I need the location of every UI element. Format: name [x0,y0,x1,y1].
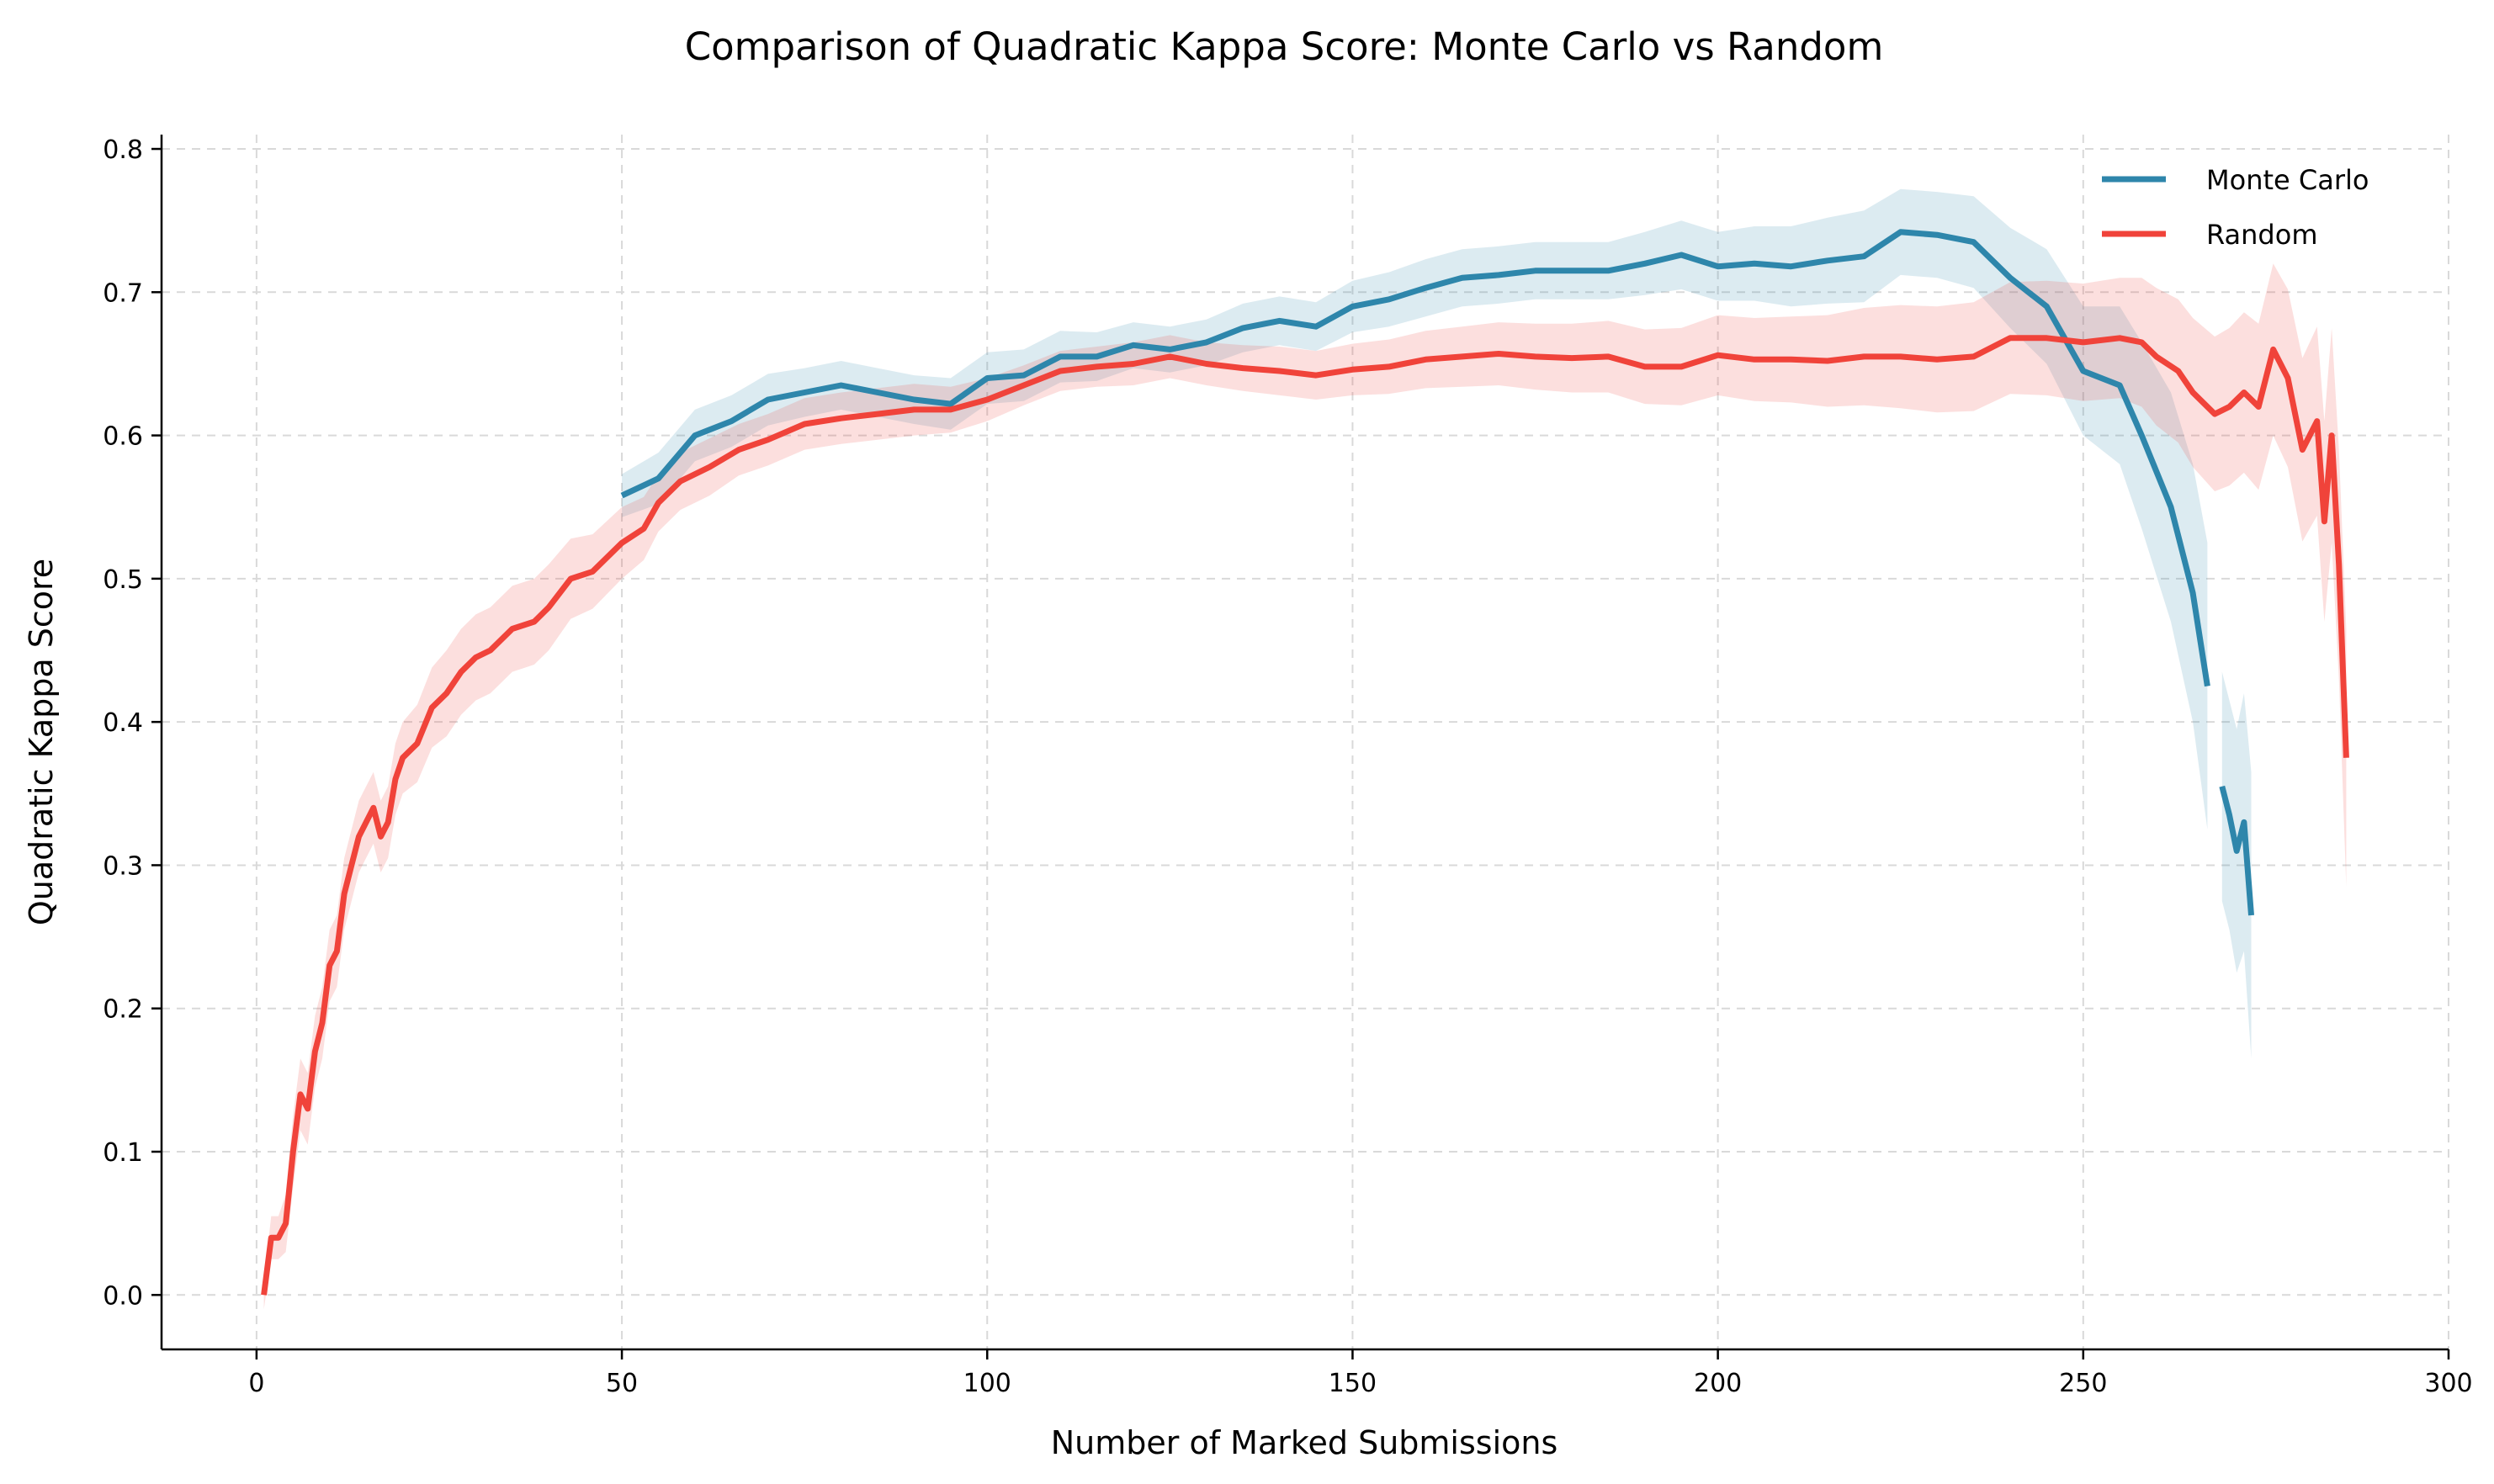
y-tick-label: 0.5 [103,565,143,595]
y-tick-label: 0.2 [103,995,143,1025]
axes [160,135,2449,1351]
legend-label-monte-carlo: Monte Carlo [2206,164,2369,196]
x-ticks: 0 50 100 150 200 250 300 [248,1349,2473,1398]
band-random [263,263,2347,1310]
confidence-bands [263,188,2347,1310]
x-tick-label: 100 [963,1369,1011,1398]
legend: Monte Carlo Random [2102,164,2369,251]
x-tick-label: 50 [606,1369,638,1398]
y-tick-label: 0.3 [103,851,143,881]
x-axis-label: Number of Marked Submissions [1051,1424,1558,1461]
y-ticks: 0.0 0.1 0.2 0.3 0.4 0.5 0.6 0.7 0.8 [103,135,162,1311]
y-tick-label: 0.4 [103,708,143,738]
y-tick-label: 0.1 [103,1138,143,1168]
line-monte-carlo [620,229,2210,687]
x-tick-label: 150 [1329,1369,1377,1398]
line-random [261,335,2349,1296]
y-tick-label: 0.7 [103,278,143,308]
x-tick-label: 200 [1694,1369,1742,1398]
x-tick-label: 300 [2424,1369,2472,1398]
chart-title: Comparison of Quadratic Kappa Score: Mon… [685,24,1884,69]
legend-label-random: Random [2206,219,2317,251]
y-tick-label: 0.6 [103,422,143,452]
y-axis-label: Quadratic Kappa Score [23,559,60,925]
band-monte-carlo [622,188,2208,829]
x-tick-label: 0 [248,1369,264,1398]
y-tick-label: 0.8 [103,135,143,165]
y-tick-label: 0.0 [103,1281,143,1311]
line-monte-carlo [2219,785,2254,916]
band-monte-carlo [2221,671,2252,1059]
grid [162,135,2449,1349]
series-lines [261,229,2349,1296]
x-tick-label: 250 [2059,1369,2107,1398]
